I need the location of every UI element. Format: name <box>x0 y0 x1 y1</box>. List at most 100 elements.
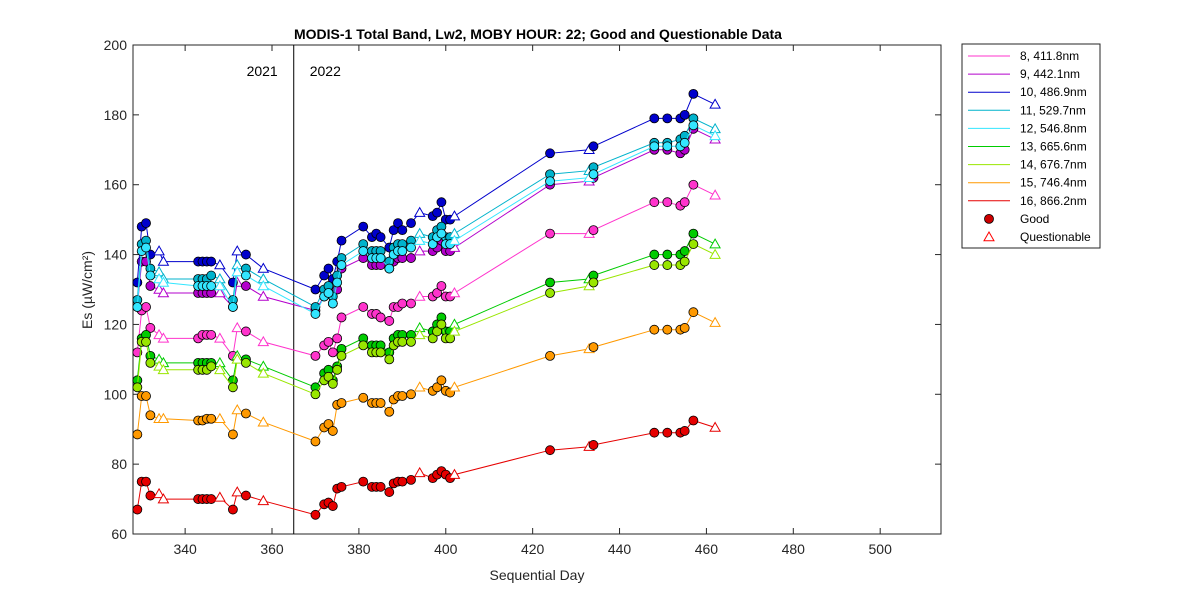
y-tick-label: 200 <box>104 37 128 53</box>
data-point-good <box>397 476 408 487</box>
data-point-good <box>662 141 673 152</box>
data-point-questionable <box>157 363 170 375</box>
data-point-good <box>375 312 386 323</box>
data-point-good <box>336 398 347 408</box>
data-point-good <box>206 270 217 281</box>
data-point-good <box>588 141 599 152</box>
data-point-good <box>588 225 599 236</box>
data-point-good <box>436 197 447 208</box>
data-point-good <box>688 307 699 318</box>
data-point-good <box>241 357 251 368</box>
data-point-good <box>406 253 416 263</box>
data-point-good <box>241 326 251 337</box>
data-point-good <box>406 336 416 347</box>
data-point-questionable <box>413 290 426 301</box>
data-point-good <box>310 284 321 295</box>
data-point-good <box>141 391 151 401</box>
data-point-good <box>649 427 660 438</box>
data-point-good <box>206 413 217 424</box>
legend-label: 12, 546.8nm <box>1020 121 1087 135</box>
legend-label: 13, 665.6nm <box>1020 140 1087 154</box>
data-point-good <box>688 228 699 239</box>
data-point-good <box>336 235 347 246</box>
data-point-good <box>241 408 251 419</box>
data-point-good <box>358 340 369 351</box>
data-point-good <box>545 350 555 361</box>
data-point-good <box>397 225 408 236</box>
data-point-good <box>141 302 151 312</box>
data-point-good <box>384 487 395 497</box>
data-point-good <box>323 336 334 347</box>
data-point-good <box>545 148 555 159</box>
data-point-good <box>132 429 143 440</box>
year-label-2021: 2021 <box>247 63 278 79</box>
data-point-good <box>327 501 338 511</box>
data-point-good <box>679 137 690 148</box>
data-point-good <box>358 246 369 256</box>
y-tick-label: 80 <box>111 456 127 472</box>
data-point-good <box>545 176 555 187</box>
data-point-good <box>384 354 395 365</box>
data-point-good <box>310 309 321 319</box>
data-point-good <box>332 333 343 344</box>
data-point-good <box>545 288 555 298</box>
data-point-good <box>649 260 660 270</box>
data-point-good <box>375 481 386 492</box>
data-point-good <box>545 445 555 456</box>
data-point-good <box>323 288 334 298</box>
data-point-questionable <box>709 98 721 109</box>
data-point-good <box>132 382 143 393</box>
data-point-good <box>427 239 438 249</box>
data-point-good <box>649 141 660 152</box>
data-point-good <box>141 242 151 253</box>
data-point-good <box>406 389 416 400</box>
data-point-good <box>228 504 238 515</box>
data-point-good <box>310 389 321 400</box>
data-point-good <box>327 426 338 436</box>
x-tick-label: 340 <box>173 541 197 557</box>
data-point-good <box>323 263 334 274</box>
data-point-questionable <box>231 403 244 415</box>
data-point-good <box>397 246 408 256</box>
series-layer <box>132 89 721 520</box>
data-point-good <box>145 357 156 368</box>
data-point-good <box>206 330 217 340</box>
data-point-questionable <box>448 210 461 221</box>
data-point-good <box>679 246 690 256</box>
data-point-good <box>228 382 238 393</box>
legend-label: 8, 411.8nm <box>1020 49 1079 63</box>
legend-label: 14, 676.7nm <box>1020 158 1087 172</box>
data-point-good <box>241 281 251 291</box>
series-9 <box>132 415 721 520</box>
legend-label: 9, 442.1nm <box>1020 67 1080 81</box>
legend-label: Good <box>1020 212 1049 226</box>
data-point-good <box>336 481 347 492</box>
data-point-questionable <box>413 245 426 256</box>
data-point-good <box>145 410 156 421</box>
data-point-questionable <box>231 353 244 364</box>
data-point-good <box>406 218 416 229</box>
x-tick-label: 480 <box>782 541 806 557</box>
data-point-questionable <box>157 332 170 343</box>
data-point-questionable <box>231 321 244 333</box>
data-point-good <box>336 350 347 361</box>
data-point-good <box>662 427 673 438</box>
data-point-good <box>327 347 338 358</box>
y-tick-label: 100 <box>104 386 128 402</box>
data-point-good <box>436 319 447 330</box>
data-point-good <box>358 302 369 312</box>
data-point-good <box>432 326 442 337</box>
data-point-questionable <box>413 234 426 245</box>
data-point-good <box>141 476 151 487</box>
data-point-good <box>679 256 690 267</box>
y-tick-label: 160 <box>104 177 128 193</box>
data-point-good <box>406 474 416 485</box>
data-point-good <box>662 113 673 124</box>
data-point-good <box>241 270 251 281</box>
data-point-good <box>323 419 334 429</box>
data-point-questionable <box>214 332 226 343</box>
data-point-good <box>145 323 156 333</box>
data-point-good <box>332 277 343 288</box>
data-point-good <box>649 249 660 260</box>
